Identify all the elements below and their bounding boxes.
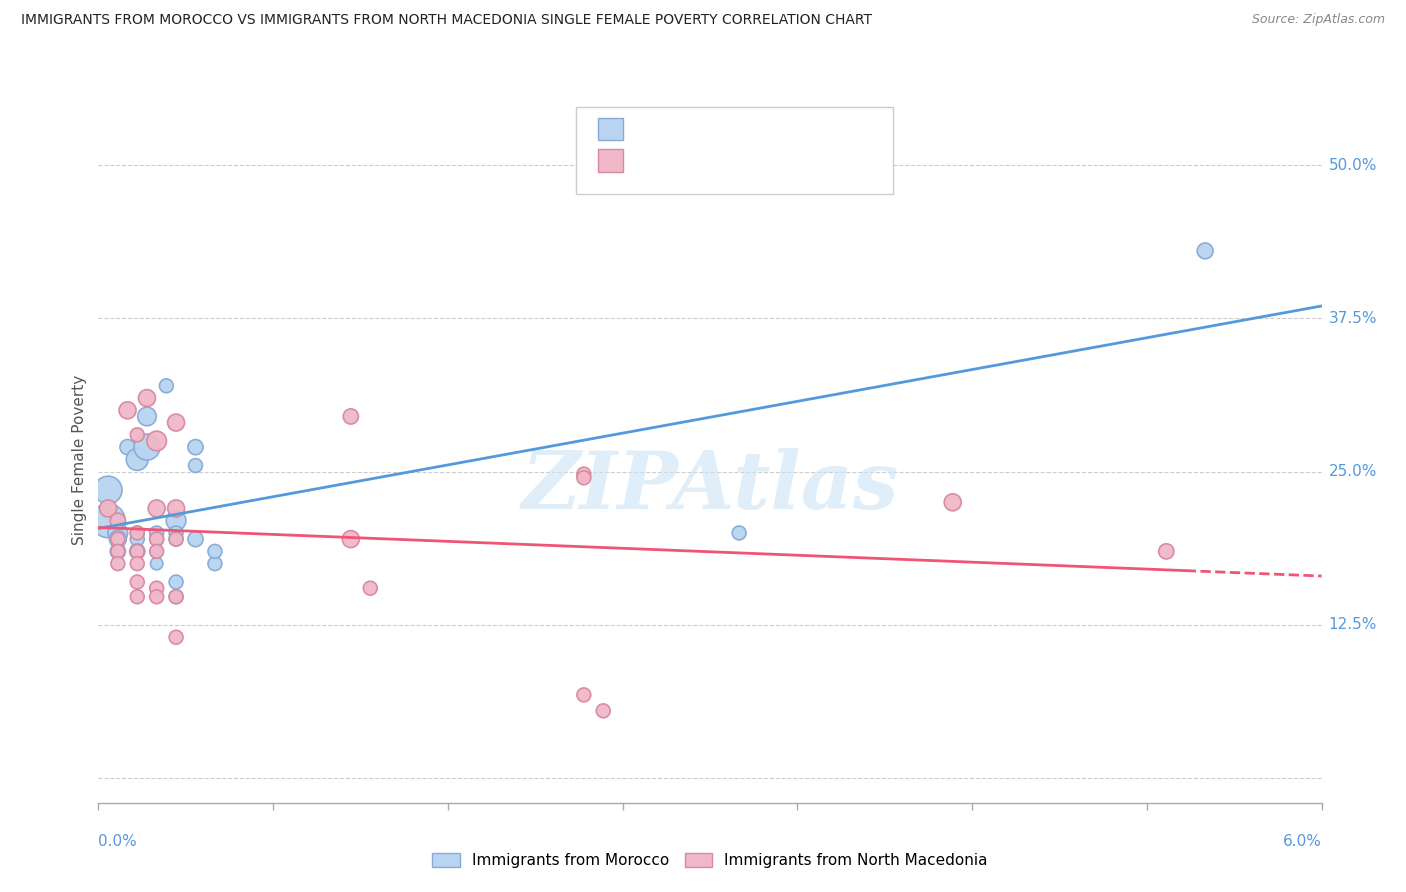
Text: 0.0%: 0.0%	[98, 834, 138, 849]
Point	[165, 501, 187, 516]
Point	[145, 532, 167, 546]
Text: 37.5%: 37.5%	[1329, 310, 1376, 326]
Text: IMMIGRANTS FROM MOROCCO VS IMMIGRANTS FROM NORTH MACEDONIA SINGLE FEMALE POVERTY: IMMIGRANTS FROM MOROCCO VS IMMIGRANTS FR…	[21, 13, 872, 28]
Point	[107, 532, 129, 546]
Point	[97, 501, 120, 516]
Text: R =: R =	[630, 153, 661, 168]
Point	[572, 467, 595, 482]
Point	[592, 704, 614, 718]
Point	[184, 458, 207, 473]
Point	[165, 590, 187, 604]
Point	[340, 532, 363, 546]
Point	[145, 526, 167, 541]
Point	[145, 544, 167, 558]
Point	[127, 575, 149, 590]
Text: 6.0%: 6.0%	[1282, 834, 1322, 849]
Point	[145, 544, 167, 558]
Point	[127, 557, 149, 571]
Point	[136, 440, 159, 454]
Point	[155, 379, 177, 393]
Text: Source: ZipAtlas.com: Source: ZipAtlas.com	[1251, 13, 1385, 27]
Point	[165, 526, 187, 541]
Point	[165, 532, 187, 546]
Point	[145, 434, 167, 448]
Point	[942, 495, 965, 509]
Point	[117, 440, 139, 454]
Point	[107, 532, 129, 546]
Point	[184, 532, 207, 546]
Point	[572, 688, 595, 702]
Point	[165, 416, 187, 430]
Point	[127, 526, 149, 541]
Point	[117, 403, 139, 417]
Point	[127, 544, 149, 558]
Point	[165, 514, 187, 528]
Point	[127, 590, 149, 604]
Point	[107, 557, 129, 571]
Point	[97, 514, 120, 528]
Text: 25.0%: 25.0%	[1329, 464, 1376, 479]
Point	[145, 590, 167, 604]
Point	[728, 526, 751, 541]
Y-axis label: Single Female Poverty: Single Female Poverty	[72, 375, 87, 544]
Text: 29: 29	[766, 122, 786, 136]
Point	[184, 440, 207, 454]
Text: ZIPAtlas: ZIPAtlas	[522, 448, 898, 525]
Point	[127, 428, 149, 442]
Point	[1194, 244, 1216, 258]
Point	[1156, 544, 1178, 558]
Point	[136, 391, 159, 405]
Point	[165, 630, 187, 644]
Point	[359, 581, 381, 595]
Point	[204, 557, 226, 571]
Point	[145, 581, 167, 595]
Text: R =: R =	[630, 122, 661, 136]
Point	[107, 544, 129, 558]
Text: 0.310: 0.310	[669, 122, 716, 136]
Text: N =: N =	[721, 122, 763, 136]
Point	[145, 557, 167, 571]
Point	[127, 532, 149, 546]
Text: 12.5%: 12.5%	[1329, 617, 1376, 632]
Point	[127, 452, 149, 467]
Text: N =: N =	[721, 153, 763, 168]
Point	[136, 409, 159, 424]
Point	[107, 526, 129, 541]
Point	[340, 409, 363, 424]
Legend: Immigrants from Morocco, Immigrants from North Macedonia: Immigrants from Morocco, Immigrants from…	[426, 847, 994, 874]
Text: 50.0%: 50.0%	[1329, 158, 1376, 172]
Point	[145, 532, 167, 546]
Point	[572, 471, 595, 485]
Point	[107, 514, 129, 528]
Point	[165, 532, 187, 546]
Point	[127, 544, 149, 558]
Point	[127, 526, 149, 541]
Point	[97, 483, 120, 497]
Point	[145, 501, 167, 516]
Point	[107, 544, 129, 558]
Point	[204, 544, 226, 558]
Point	[165, 590, 187, 604]
Point	[165, 575, 187, 590]
Text: 33: 33	[766, 153, 786, 168]
Text: -0.108: -0.108	[669, 153, 721, 168]
